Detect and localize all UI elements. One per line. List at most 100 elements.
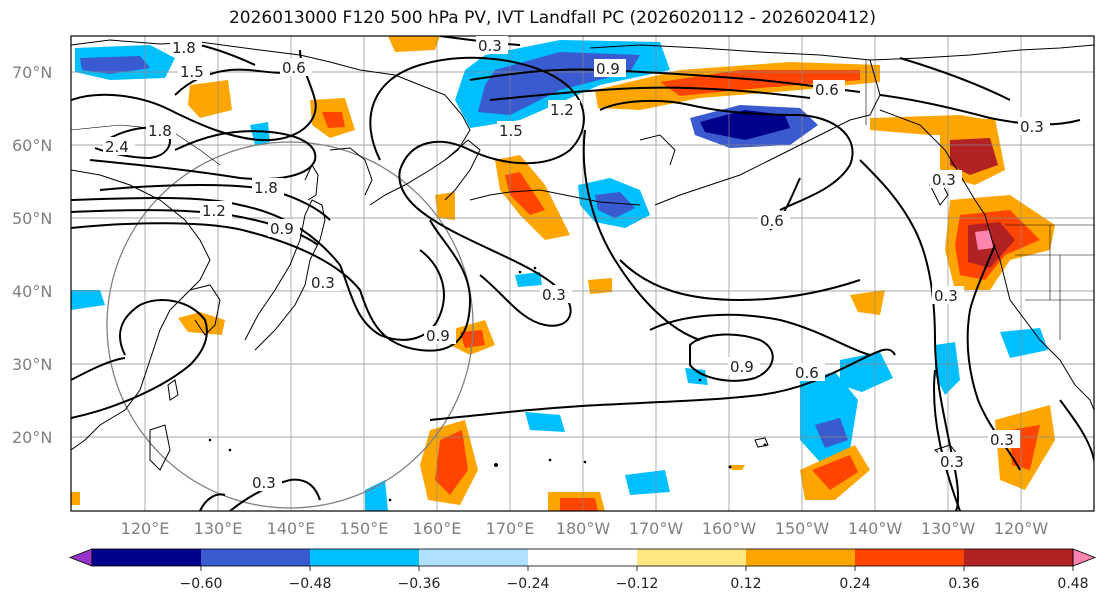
contour-far-east [1059, 399, 1094, 461]
contour-label: 1.8 [172, 39, 196, 57]
contour-mid2 [649, 313, 871, 356]
contour-nw3 [174, 68, 291, 96]
colorbar-tick-label: 0.24 [839, 576, 870, 592]
contour-east1 [879, 94, 1081, 126]
coast-alaska-w [639, 134, 676, 166]
lon-label: 120°E [121, 519, 170, 538]
contour-label: 0.9 [730, 358, 754, 376]
contour-label: 0.3 [934, 287, 958, 305]
lon-label: 130°W [921, 519, 976, 538]
shade-darkblue-nw [80, 56, 150, 74]
contour-east2 [859, 159, 959, 511]
lon-label: 120°W [994, 519, 1049, 538]
lon-label: 160°W [702, 519, 757, 538]
contour-s3 [199, 493, 226, 511]
lon-label: 140°W [848, 519, 903, 538]
contour-label: 0.9 [426, 327, 450, 345]
contour-label: 0.3 [932, 171, 956, 189]
coast-sakhalin [304, 163, 319, 201]
lon-label: 180°W [556, 519, 611, 538]
colorbar-frame [91, 548, 1074, 567]
shade-red-s2 [812, 455, 858, 490]
contour-label: 0.3 [940, 453, 964, 471]
shade-red-nw2 [322, 112, 345, 128]
contour-ak-loop2 [582, 129, 701, 341]
contour-label: 1.8 [148, 122, 172, 140]
contour-big-s [429, 348, 896, 421]
shade-darkblue-mid [595, 192, 635, 218]
contour-s2 [229, 478, 321, 511]
contour-label: 0.3 [252, 474, 276, 492]
shade-blue-s2 [525, 412, 565, 432]
shade-blue-small4 [365, 480, 388, 511]
shade-blue-w [71, 290, 105, 310]
contour-label: 0.9 [270, 220, 294, 238]
colorbar-ticks: −0.60 −0.48 −0.36 −0.24 −0.12 0.12 0.24 0.36 0.4… [180, 566, 1089, 592]
contour-nw1 [89, 130, 317, 181]
lat-label-30n: 30°N [12, 355, 52, 374]
colorbar-tick-label: 0.36 [948, 576, 979, 592]
shade-red-s1 [435, 430, 468, 495]
contour-south [71, 299, 208, 419]
contour-north-jet [469, 68, 861, 93]
contour-outer-w [71, 219, 472, 352]
colorbar-tick-label: −0.36 [398, 576, 441, 592]
map-title: 2026013000 F120 500 hPa PV, IVT Landfall… [228, 8, 876, 28]
shade-orange-m3 [435, 192, 455, 220]
shade-orange-top [388, 36, 440, 52]
coast-okhotsk [329, 147, 373, 196]
coast-aleutians [469, 189, 641, 206]
lat-labels: 70°N 60°N 50°N 40°N 30°N 20°N [12, 63, 52, 447]
colorbar-segment [310, 549, 420, 566]
map-panel [71, 36, 1094, 511]
shade-blue-s1 [625, 470, 670, 495]
shade-orange-w [71, 492, 80, 505]
colorbar-tick-label: 0.48 [1057, 576, 1088, 592]
coast-taiwan [167, 379, 179, 401]
contour-label: 0.3 [311, 274, 335, 292]
coast-kamchatka [444, 139, 481, 201]
colorbar-tick-label: 0.12 [730, 576, 761, 592]
contour-jet1 [71, 196, 445, 341]
contour-label: 0.6 [282, 59, 306, 77]
shade-orange-small [730, 465, 745, 470]
contour-nw4 [199, 44, 256, 66]
coast-philippines [149, 424, 171, 471]
reference-circle [106, 141, 474, 509]
lon-label: 160°E [413, 519, 462, 538]
contour-ak-loop [599, 99, 854, 211]
contour-west-low [71, 357, 126, 381]
contour-label: 1.8 [254, 179, 278, 197]
shade-blue-small2 [685, 368, 708, 385]
contour-label: 0.3 [990, 431, 1014, 449]
contour-label: 1.2 [202, 202, 226, 220]
shade-blue-e [935, 342, 960, 395]
coast-japan [244, 199, 326, 351]
contour-label: 0.6 [815, 81, 839, 99]
shade-darkblue-sw [815, 418, 848, 448]
contour-label: 0.3 [542, 286, 566, 304]
colorbar-tick-label: −0.48 [289, 576, 332, 592]
contour-se1 [933, 369, 961, 511]
lat-label-20n: 20°N [12, 428, 52, 447]
contour-label: 0.3 [478, 37, 502, 55]
colorbar-tick-label: −0.24 [507, 576, 550, 592]
coast-alaska [589, 44, 881, 206]
map-frame [70, 35, 1095, 512]
contour-nw2 [71, 49, 317, 142]
contour-label: 1.2 [550, 101, 574, 119]
colorbar-segment [746, 549, 856, 566]
contour-ne [899, 57, 1011, 101]
shade-red-ak2 [950, 138, 998, 175]
coast-china [71, 169, 211, 451]
shade-red-s4 [560, 498, 598, 511]
contour-label: 1.5 [180, 63, 204, 81]
contour-north-jet2 [489, 86, 811, 101]
shade-orange-nw1 [188, 80, 232, 118]
colorbar-segment [964, 549, 1074, 566]
contour-big-loop [369, 56, 585, 327]
colorbar-segment [92, 549, 202, 566]
coast-nw-america [879, 109, 1094, 411]
shade-red-kam [505, 172, 545, 215]
